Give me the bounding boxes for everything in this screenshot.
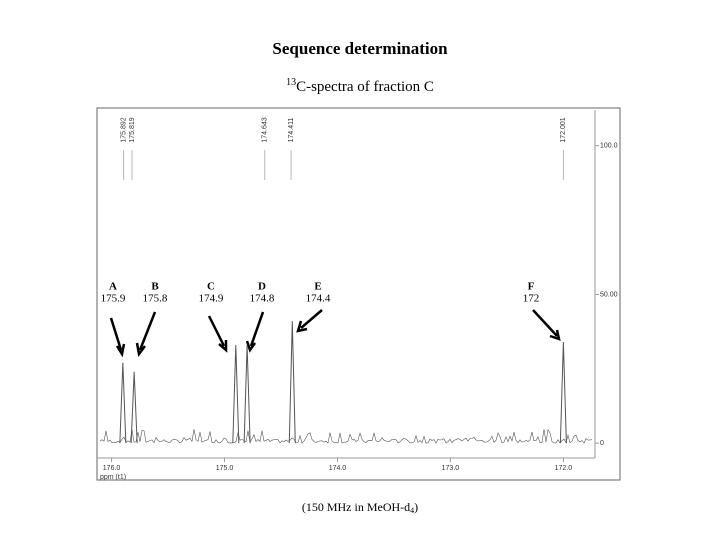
peak-letter: A [109, 281, 117, 293]
peak-pick-label: 174.411 [288, 118, 295, 143]
x-tick-label: 174.0 [329, 465, 347, 472]
peak-ppm: 175.8 [143, 293, 168, 305]
peak-letter: D [258, 281, 266, 293]
peak [130, 371, 138, 444]
caption: (150 MHz in MeOH-d4) [302, 500, 418, 515]
peak-letter: F [528, 281, 535, 293]
subtitle-sup: 13 [286, 77, 296, 88]
peak-letter: E [314, 281, 321, 293]
figure-frame [96, 107, 621, 481]
x-axis-label: ppm (t1) [100, 474, 126, 481]
peak-letter: B [151, 281, 159, 293]
peak [243, 344, 251, 444]
x-tick-label: 172.0 [555, 465, 573, 472]
x-tick-label: 173.0 [442, 465, 460, 472]
peak [119, 362, 127, 444]
peak-ppm: 175.9 [101, 293, 126, 305]
peak-pick-label: 172.001 [560, 117, 567, 142]
x-tick-label: 175.0 [216, 465, 234, 472]
y-tick-label: 0 [600, 440, 604, 447]
peak-ppm: 174.4 [306, 293, 331, 305]
peak-ppm: 172 [523, 293, 540, 305]
peak-letter: C [207, 281, 215, 293]
caption-sub: 4 [410, 506, 414, 515]
y-tick-label: 100.0 [600, 143, 618, 150]
peak-pick-label: 175.819 [129, 117, 136, 142]
y-tick-label: 50.00 [600, 291, 618, 298]
baseline-noise [99, 428, 593, 444]
title: Sequence determination [272, 39, 448, 58]
peak [559, 341, 567, 444]
peak [232, 344, 240, 444]
arrows [109, 309, 561, 358]
peak-pick-label: 174.643 [262, 117, 269, 142]
caption-text: (150 MHz in MeOH-d [302, 500, 410, 514]
peak-ppm: 174.9 [199, 293, 224, 305]
caption-end: ) [414, 500, 418, 514]
x-tick-label: 176.0 [103, 465, 121, 472]
peak-ppm: 174.8 [250, 293, 275, 305]
subtitle-text: C-spectra of fraction C [296, 79, 434, 95]
peak-pick-label: 175.892 [121, 117, 128, 142]
peak [288, 321, 296, 444]
subtitle: 13C-spectra of fraction C [286, 77, 434, 95]
